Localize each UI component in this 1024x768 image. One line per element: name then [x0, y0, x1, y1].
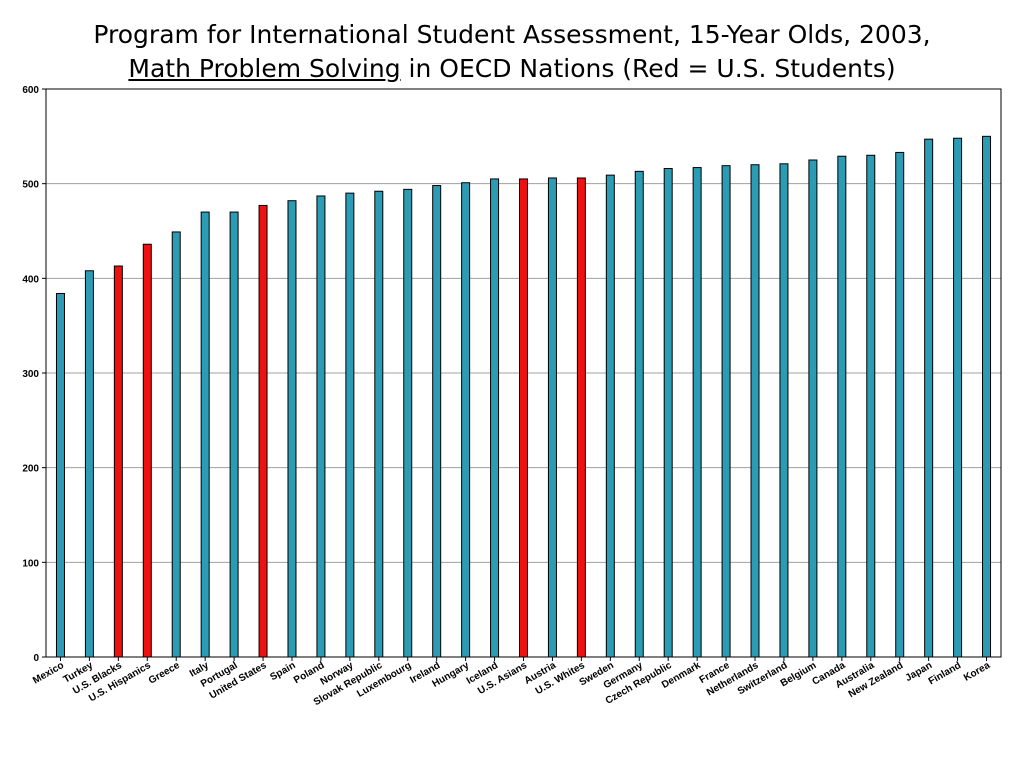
bar	[634, 170, 644, 658]
chart-title: Program for International Student Assess…	[0, 18, 1024, 86]
bar	[229, 211, 239, 658]
x-tick-label: Mexico	[31, 660, 66, 686]
bar	[576, 177, 586, 658]
bar	[403, 188, 413, 658]
title-line-2: Math Problem Solving in OECD Nations (Re…	[0, 52, 1024, 86]
bar	[171, 231, 181, 658]
bar	[895, 151, 905, 658]
y-tick-label: 400	[22, 274, 39, 285]
bar	[113, 265, 123, 658]
bar	[84, 270, 94, 658]
bar	[345, 192, 355, 658]
y-tick-label: 600	[22, 85, 39, 96]
y-tick-label: 300	[22, 369, 39, 380]
bar	[692, 167, 702, 658]
bar	[287, 200, 297, 658]
bar	[200, 211, 210, 658]
bar	[866, 154, 876, 658]
bar	[953, 137, 963, 658]
bar	[779, 163, 789, 658]
bar	[316, 195, 326, 658]
bar	[721, 165, 731, 658]
title-emphasis: Math Problem Solving	[128, 54, 401, 83]
bar	[142, 243, 152, 658]
bar	[461, 182, 471, 658]
bar	[374, 190, 384, 658]
x-tick-label: Greece	[147, 660, 182, 687]
bar	[519, 178, 528, 658]
bar	[432, 185, 442, 658]
x-tick-label: Finland	[927, 660, 963, 687]
title-line-2-rest: in OECD Nations (Red = U.S. Students)	[400, 54, 896, 83]
bar	[258, 204, 268, 658]
bar	[982, 135, 992, 658]
bar	[663, 168, 673, 658]
bar	[490, 178, 500, 658]
y-tick-label: 500	[22, 180, 39, 191]
bar	[55, 292, 65, 658]
bar	[808, 159, 818, 658]
bar	[547, 177, 557, 658]
x-tick-label: Korea	[962, 660, 992, 684]
y-tick-label: 0	[33, 653, 39, 664]
bar	[837, 155, 847, 658]
y-tick-label: 200	[22, 464, 39, 475]
bar	[605, 174, 615, 658]
y-tick-label: 100	[22, 558, 39, 569]
bar	[924, 138, 934, 658]
title-line-1: Program for International Student Assess…	[93, 20, 931, 49]
bar	[750, 164, 760, 658]
